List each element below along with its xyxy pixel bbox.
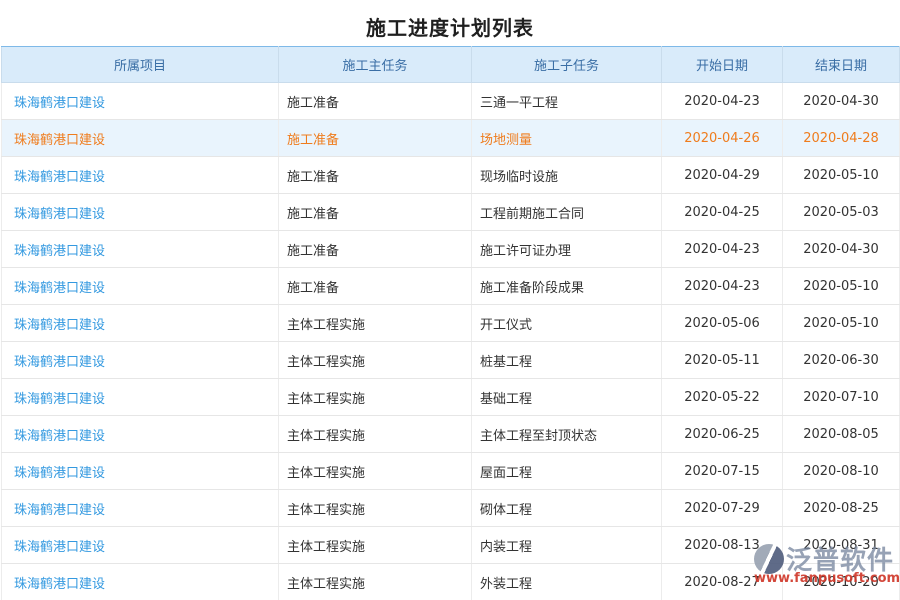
sub-task-cell: 三通一平工程	[471, 82, 662, 120]
sub-task-cell: 桩基工程	[471, 341, 662, 379]
table-body: 珠海鹤港口建设 施工准备 三通一平工程 2020-04-23 2020-04-3…	[1, 82, 900, 600]
project-link[interactable]: 珠海鹤港口建设	[1, 304, 279, 342]
column-header-start-date: 开始日期	[661, 46, 783, 83]
end-date-cell: 2020-08-05	[782, 415, 900, 453]
table-row[interactable]: 珠海鹤港口建设 施工准备 现场临时设施 2020-04-29 2020-05-1…	[1, 156, 900, 194]
project-link[interactable]: 珠海鹤港口建设	[1, 415, 279, 453]
table-row[interactable]: 珠海鹤港口建设 施工准备 施工许可证办理 2020-04-23 2020-04-…	[1, 230, 900, 268]
end-date-cell: 2020-04-30	[782, 230, 900, 268]
main-task-cell: 施工准备	[278, 82, 472, 120]
end-date-cell: 2020-05-10	[782, 304, 900, 342]
main-task-cell: 主体工程实施	[278, 341, 472, 379]
table-row[interactable]: 珠海鹤港口建设 主体工程实施 开工仪式 2020-05-06 2020-05-1…	[1, 304, 900, 342]
end-date-cell: 2020-07-10	[782, 378, 900, 416]
sub-task-cell: 现场临时设施	[471, 156, 662, 194]
end-date-cell: 2020-04-28	[782, 119, 900, 157]
project-link[interactable]: 珠海鹤港口建设	[1, 526, 279, 564]
sub-task-cell: 主体工程至封顶状态	[471, 415, 662, 453]
start-date-cell: 2020-07-15	[661, 452, 783, 490]
end-date-cell: 2020-08-25	[782, 489, 900, 527]
end-date-cell: 2020-08-10	[782, 452, 900, 490]
page-title: 施工进度计划列表	[366, 16, 534, 40]
sub-task-cell: 场地测量	[471, 119, 662, 157]
start-date-cell: 2020-04-23	[661, 267, 783, 305]
column-header-project: 所属项目	[1, 46, 279, 83]
project-link[interactable]: 珠海鹤港口建设	[1, 267, 279, 305]
column-header-sub-task: 施工子任务	[471, 46, 662, 83]
table-row[interactable]: 珠海鹤港口建设 施工准备 场地测量 2020-04-26 2020-04-28	[1, 119, 900, 157]
table-row[interactable]: 珠海鹤港口建设 主体工程实施 内装工程 2020-08-13 2020-08-3…	[1, 526, 900, 564]
sub-task-cell: 外装工程	[471, 563, 662, 600]
column-header-end-date: 结束日期	[782, 46, 900, 83]
project-link[interactable]: 珠海鹤港口建设	[1, 489, 279, 527]
start-date-cell: 2020-05-22	[661, 378, 783, 416]
main-task-cell: 主体工程实施	[278, 489, 472, 527]
table-row[interactable]: 珠海鹤港口建设 主体工程实施 外装工程 2020-08-27 2020-10-2…	[1, 563, 900, 600]
project-link[interactable]: 珠海鹤港口建设	[1, 82, 279, 120]
table-row[interactable]: 珠海鹤港口建设 主体工程实施 基础工程 2020-05-22 2020-07-1…	[1, 378, 900, 416]
table-row[interactable]: 珠海鹤港口建设 施工准备 施工准备阶段成果 2020-04-23 2020-05…	[1, 267, 900, 305]
table-header: 所属项目 施工主任务 施工子任务 开始日期 结束日期	[1, 46, 900, 83]
start-date-cell: 2020-08-13	[661, 526, 783, 564]
main-task-cell: 主体工程实施	[278, 415, 472, 453]
main-task-cell: 施工准备	[278, 156, 472, 194]
main-task-cell: 主体工程实施	[278, 526, 472, 564]
start-date-cell: 2020-05-06	[661, 304, 783, 342]
start-date-cell: 2020-04-23	[661, 230, 783, 268]
table-row[interactable]: 珠海鹤港口建设 主体工程实施 桩基工程 2020-05-11 2020-06-3…	[1, 341, 900, 379]
start-date-cell: 2020-04-23	[661, 82, 783, 120]
start-date-cell: 2020-06-25	[661, 415, 783, 453]
main-task-cell: 施工准备	[278, 230, 472, 268]
sub-task-cell: 施工许可证办理	[471, 230, 662, 268]
project-link[interactable]: 珠海鹤港口建设	[1, 193, 279, 231]
sub-task-cell: 工程前期施工合同	[471, 193, 662, 231]
table-row[interactable]: 珠海鹤港口建设 施工准备 三通一平工程 2020-04-23 2020-04-3…	[1, 82, 900, 120]
table-row[interactable]: 珠海鹤港口建设 主体工程实施 主体工程至封顶状态 2020-06-25 2020…	[1, 415, 900, 453]
end-date-cell: 2020-05-10	[782, 156, 900, 194]
sub-task-cell: 砌体工程	[471, 489, 662, 527]
sub-task-cell: 屋面工程	[471, 452, 662, 490]
table-row[interactable]: 珠海鹤港口建设 主体工程实施 砌体工程 2020-07-29 2020-08-2…	[1, 489, 900, 527]
main-task-cell: 施工准备	[278, 193, 472, 231]
main-task-cell: 施工准备	[278, 267, 472, 305]
project-link[interactable]: 珠海鹤港口建设	[1, 230, 279, 268]
sub-task-cell: 内装工程	[471, 526, 662, 564]
start-date-cell: 2020-05-11	[661, 341, 783, 379]
start-date-cell: 2020-04-25	[661, 193, 783, 231]
end-date-cell: 2020-05-03	[782, 193, 900, 231]
project-link[interactable]: 珠海鹤港口建设	[1, 452, 279, 490]
sub-task-cell: 施工准备阶段成果	[471, 267, 662, 305]
table-row[interactable]: 珠海鹤港口建设 施工准备 工程前期施工合同 2020-04-25 2020-05…	[1, 193, 900, 231]
end-date-cell: 2020-06-30	[782, 341, 900, 379]
project-link[interactable]: 珠海鹤港口建设	[1, 156, 279, 194]
project-link[interactable]: 珠海鹤港口建设	[1, 563, 279, 600]
project-link[interactable]: 珠海鹤港口建设	[1, 378, 279, 416]
main-task-cell: 主体工程实施	[278, 563, 472, 600]
end-date-cell: 2020-08-31	[782, 526, 900, 564]
start-date-cell: 2020-08-27	[661, 563, 783, 600]
start-date-cell: 2020-04-29	[661, 156, 783, 194]
project-link[interactable]: 珠海鹤港口建设	[1, 341, 279, 379]
main-task-cell: 施工准备	[278, 119, 472, 157]
progress-plan-table: 所属项目 施工主任务 施工子任务 开始日期 结束日期 珠海鹤港口建设 施工准备 …	[1, 46, 900, 600]
sub-task-cell: 基础工程	[471, 378, 662, 416]
main-task-cell: 主体工程实施	[278, 452, 472, 490]
end-date-cell: 2020-05-10	[782, 267, 900, 305]
table-row[interactable]: 珠海鹤港口建设 主体工程实施 屋面工程 2020-07-15 2020-08-1…	[1, 452, 900, 490]
end-date-cell: 2020-04-30	[782, 82, 900, 120]
end-date-cell: 2020-10-20	[782, 563, 900, 600]
main-task-cell: 主体工程实施	[278, 304, 472, 342]
start-date-cell: 2020-07-29	[661, 489, 783, 527]
project-link[interactable]: 珠海鹤港口建设	[1, 119, 279, 157]
main-task-cell: 主体工程实施	[278, 378, 472, 416]
column-header-main-task: 施工主任务	[278, 46, 472, 83]
sub-task-cell: 开工仪式	[471, 304, 662, 342]
start-date-cell: 2020-04-26	[661, 119, 783, 157]
